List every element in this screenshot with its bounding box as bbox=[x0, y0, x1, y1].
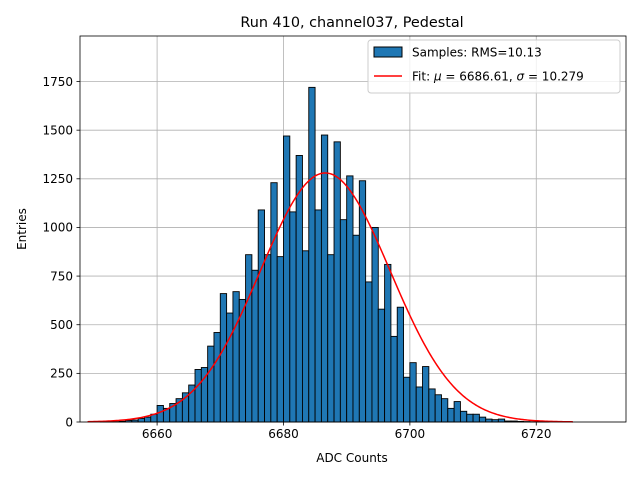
histogram-bar bbox=[219, 293, 228, 423]
histogram-bar bbox=[156, 405, 164, 423]
x-tick-label: 6680 bbox=[268, 427, 299, 441]
y-tick-label: 1500 bbox=[42, 123, 73, 137]
histogram-bar bbox=[384, 263, 392, 423]
histogram-bar bbox=[276, 256, 284, 423]
histogram-bar bbox=[333, 141, 341, 423]
histogram-bar bbox=[320, 134, 329, 423]
histogram-bar bbox=[213, 332, 221, 423]
legend-fit-sigma-value: = 10.279 bbox=[524, 70, 584, 84]
histogram-bar bbox=[327, 254, 335, 423]
y-tick-label: 1750 bbox=[42, 75, 73, 89]
y-tick-label: 1250 bbox=[42, 172, 73, 186]
histogram-bar bbox=[301, 250, 310, 423]
histogram-bar bbox=[365, 281, 373, 423]
histogram-bar bbox=[358, 180, 367, 423]
histogram-bar bbox=[441, 398, 449, 423]
legend-fit-prefix: Fit: bbox=[412, 70, 434, 84]
fit-curve bbox=[87, 172, 573, 423]
histogram-bar bbox=[485, 418, 493, 423]
histogram-bar bbox=[459, 410, 468, 423]
histogram-bar bbox=[339, 219, 348, 423]
y-tick-label: 250 bbox=[50, 367, 73, 381]
histogram-bar bbox=[270, 182, 278, 423]
histogram-bar bbox=[264, 254, 272, 423]
legend: Samples: RMS=10.13 Fit: μ = 6686.61, σ =… bbox=[367, 39, 621, 94]
legend-box bbox=[367, 39, 621, 94]
legend-fit-mu-symbol: μ bbox=[433, 70, 442, 84]
legend-histogram-label: Samples: RMS=10.13 bbox=[412, 46, 542, 60]
y-axis-label: Entries bbox=[15, 208, 29, 250]
y-tick-label: 750 bbox=[50, 269, 73, 283]
histogram-bar bbox=[453, 401, 461, 423]
legend-fit-label: Fit: μ = 6686.61, σ = 10.279 bbox=[412, 70, 584, 84]
histogram-bar bbox=[308, 86, 316, 423]
histogram-bar bbox=[428, 388, 436, 423]
histogram-bar bbox=[377, 308, 386, 423]
histogram-bar bbox=[137, 418, 145, 423]
histogram-bar bbox=[194, 369, 202, 423]
y-tick-label: 500 bbox=[50, 318, 73, 332]
histogram-bar bbox=[447, 407, 455, 423]
x-axis-label: ADC Counts bbox=[316, 451, 388, 465]
histogram-bar bbox=[396, 306, 405, 423]
legend-fit-sigma-symbol: σ bbox=[517, 70, 525, 84]
histogram-bar bbox=[226, 312, 234, 423]
histogram-bar bbox=[422, 366, 430, 423]
histogram-bar bbox=[289, 211, 297, 423]
histogram-bar bbox=[283, 135, 291, 423]
histogram-bar bbox=[478, 416, 487, 423]
histogram-bar bbox=[434, 394, 442, 423]
histogram-bar bbox=[257, 209, 265, 423]
chart-title: Run 410, channel037, Pedestal bbox=[240, 15, 463, 31]
histogram-bar bbox=[390, 335, 398, 423]
histogram-bar bbox=[346, 175, 354, 423]
x-tick-label: 6700 bbox=[395, 427, 426, 441]
histogram-bar bbox=[232, 291, 240, 423]
y-axis-ticks: 0 250 500 750 1000 1250 1500 1750 bbox=[42, 75, 80, 429]
x-tick-label: 6720 bbox=[521, 427, 552, 441]
histogram-bar bbox=[144, 416, 152, 423]
x-axis-ticks: 6660 6680 6700 6720 bbox=[142, 422, 552, 441]
plot-area-frame bbox=[79, 35, 627, 423]
histogram-bar bbox=[251, 269, 259, 423]
histogram-bar bbox=[415, 386, 423, 423]
y-tick-label: 1000 bbox=[42, 221, 73, 235]
histogram-bar bbox=[409, 362, 417, 423]
histogram-bar bbox=[371, 226, 379, 423]
y-tick-label: 0 bbox=[65, 415, 73, 429]
legend-histogram-swatch bbox=[373, 46, 403, 58]
histogram-bar bbox=[245, 254, 253, 423]
histogram-bars bbox=[99, 86, 550, 423]
x-tick-label: 6660 bbox=[142, 427, 173, 441]
histogram-bar bbox=[207, 345, 215, 423]
histogram-bar bbox=[352, 234, 360, 423]
histogram-bar bbox=[403, 376, 411, 423]
histogram-bar bbox=[314, 209, 322, 423]
histogram-bar bbox=[497, 418, 506, 423]
histogram-bar bbox=[472, 413, 480, 423]
legend-fit-mu-value: = 6686.61, bbox=[442, 70, 517, 84]
histogram-bar bbox=[466, 413, 474, 423]
